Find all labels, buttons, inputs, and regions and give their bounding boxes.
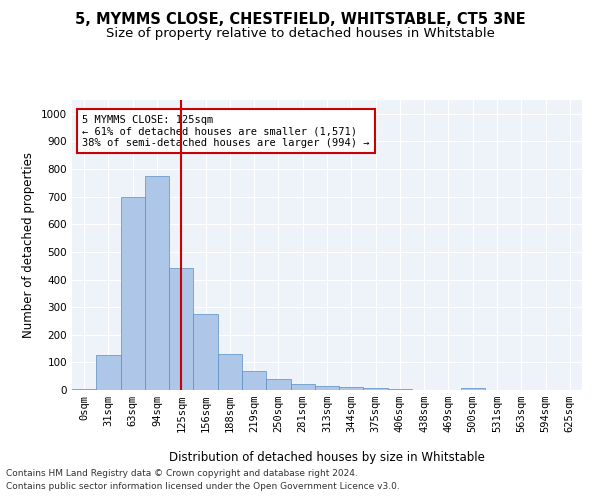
- Bar: [193, 314, 218, 390]
- Bar: [121, 196, 145, 390]
- Bar: [218, 354, 242, 390]
- Bar: [72, 388, 96, 390]
- Text: Contains HM Land Registry data © Crown copyright and database right 2024.: Contains HM Land Registry data © Crown c…: [6, 468, 358, 477]
- Bar: [266, 379, 290, 390]
- Text: 5 MYMMS CLOSE: 125sqm
← 61% of detached houses are smaller (1,571)
38% of semi-d: 5 MYMMS CLOSE: 125sqm ← 61% of detached …: [82, 114, 370, 148]
- Bar: [461, 388, 485, 390]
- Text: 5, MYMMS CLOSE, CHESTFIELD, WHITSTABLE, CT5 3NE: 5, MYMMS CLOSE, CHESTFIELD, WHITSTABLE, …: [74, 12, 526, 28]
- Bar: [145, 176, 169, 390]
- Bar: [364, 388, 388, 390]
- Text: Distribution of detached houses by size in Whitstable: Distribution of detached houses by size …: [169, 451, 485, 464]
- Bar: [96, 356, 121, 390]
- Bar: [290, 384, 315, 390]
- Bar: [339, 387, 364, 390]
- Text: Contains public sector information licensed under the Open Government Licence v3: Contains public sector information licen…: [6, 482, 400, 491]
- Text: Size of property relative to detached houses in Whitstable: Size of property relative to detached ho…: [106, 28, 494, 40]
- Bar: [315, 386, 339, 390]
- Y-axis label: Number of detached properties: Number of detached properties: [22, 152, 35, 338]
- Bar: [169, 268, 193, 390]
- Bar: [242, 370, 266, 390]
